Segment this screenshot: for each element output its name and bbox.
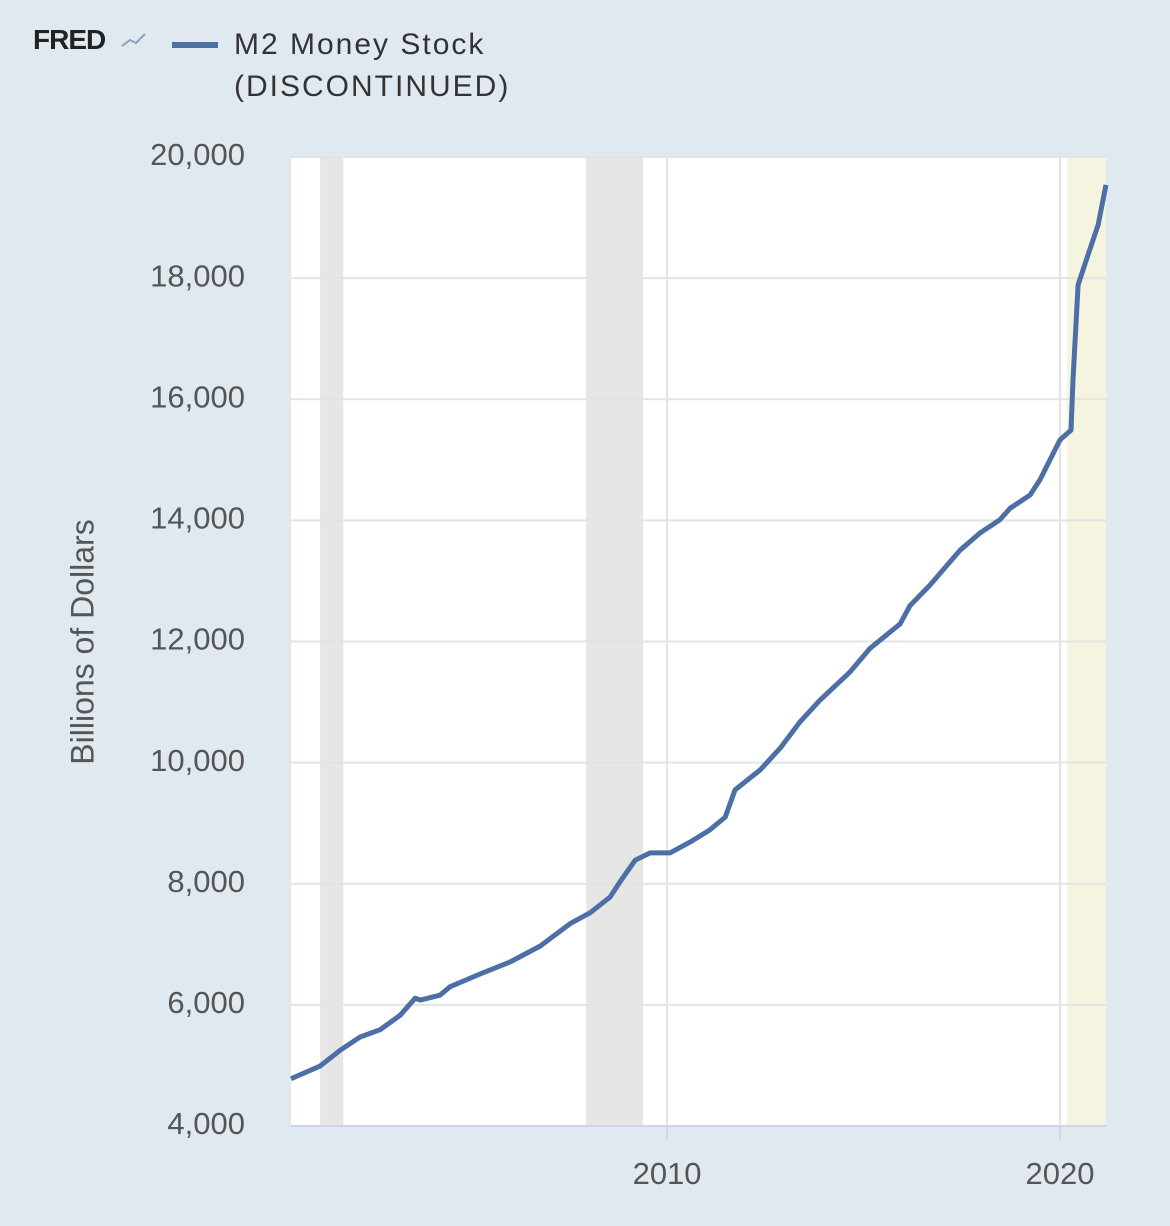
y-tick-label: 8,000 bbox=[167, 864, 245, 899]
y-tick-label: 6,000 bbox=[167, 985, 245, 1020]
y-tick-label: 4,000 bbox=[167, 1106, 245, 1141]
data-line bbox=[289, 184, 1109, 1082]
logo-icon bbox=[121, 33, 146, 47]
legend-title: M2 Money Stock (DISCONTINUED) bbox=[234, 28, 511, 103]
x-tick-label: 2010 bbox=[633, 1156, 702, 1191]
y-tick-label: 10,000 bbox=[150, 743, 245, 778]
x-tick-label: 2020 bbox=[1026, 1156, 1095, 1191]
y-tick-label: 16,000 bbox=[150, 379, 245, 414]
y-tick-label: 20,000 bbox=[150, 137, 245, 172]
logo: FRED bbox=[33, 24, 106, 55]
y-tick-label: 14,000 bbox=[150, 501, 245, 536]
y-tick-label: 12,000 bbox=[150, 622, 245, 657]
y-axis-label: Billions of Dollars bbox=[64, 519, 100, 764]
y-tick-label: 18,000 bbox=[150, 258, 245, 293]
